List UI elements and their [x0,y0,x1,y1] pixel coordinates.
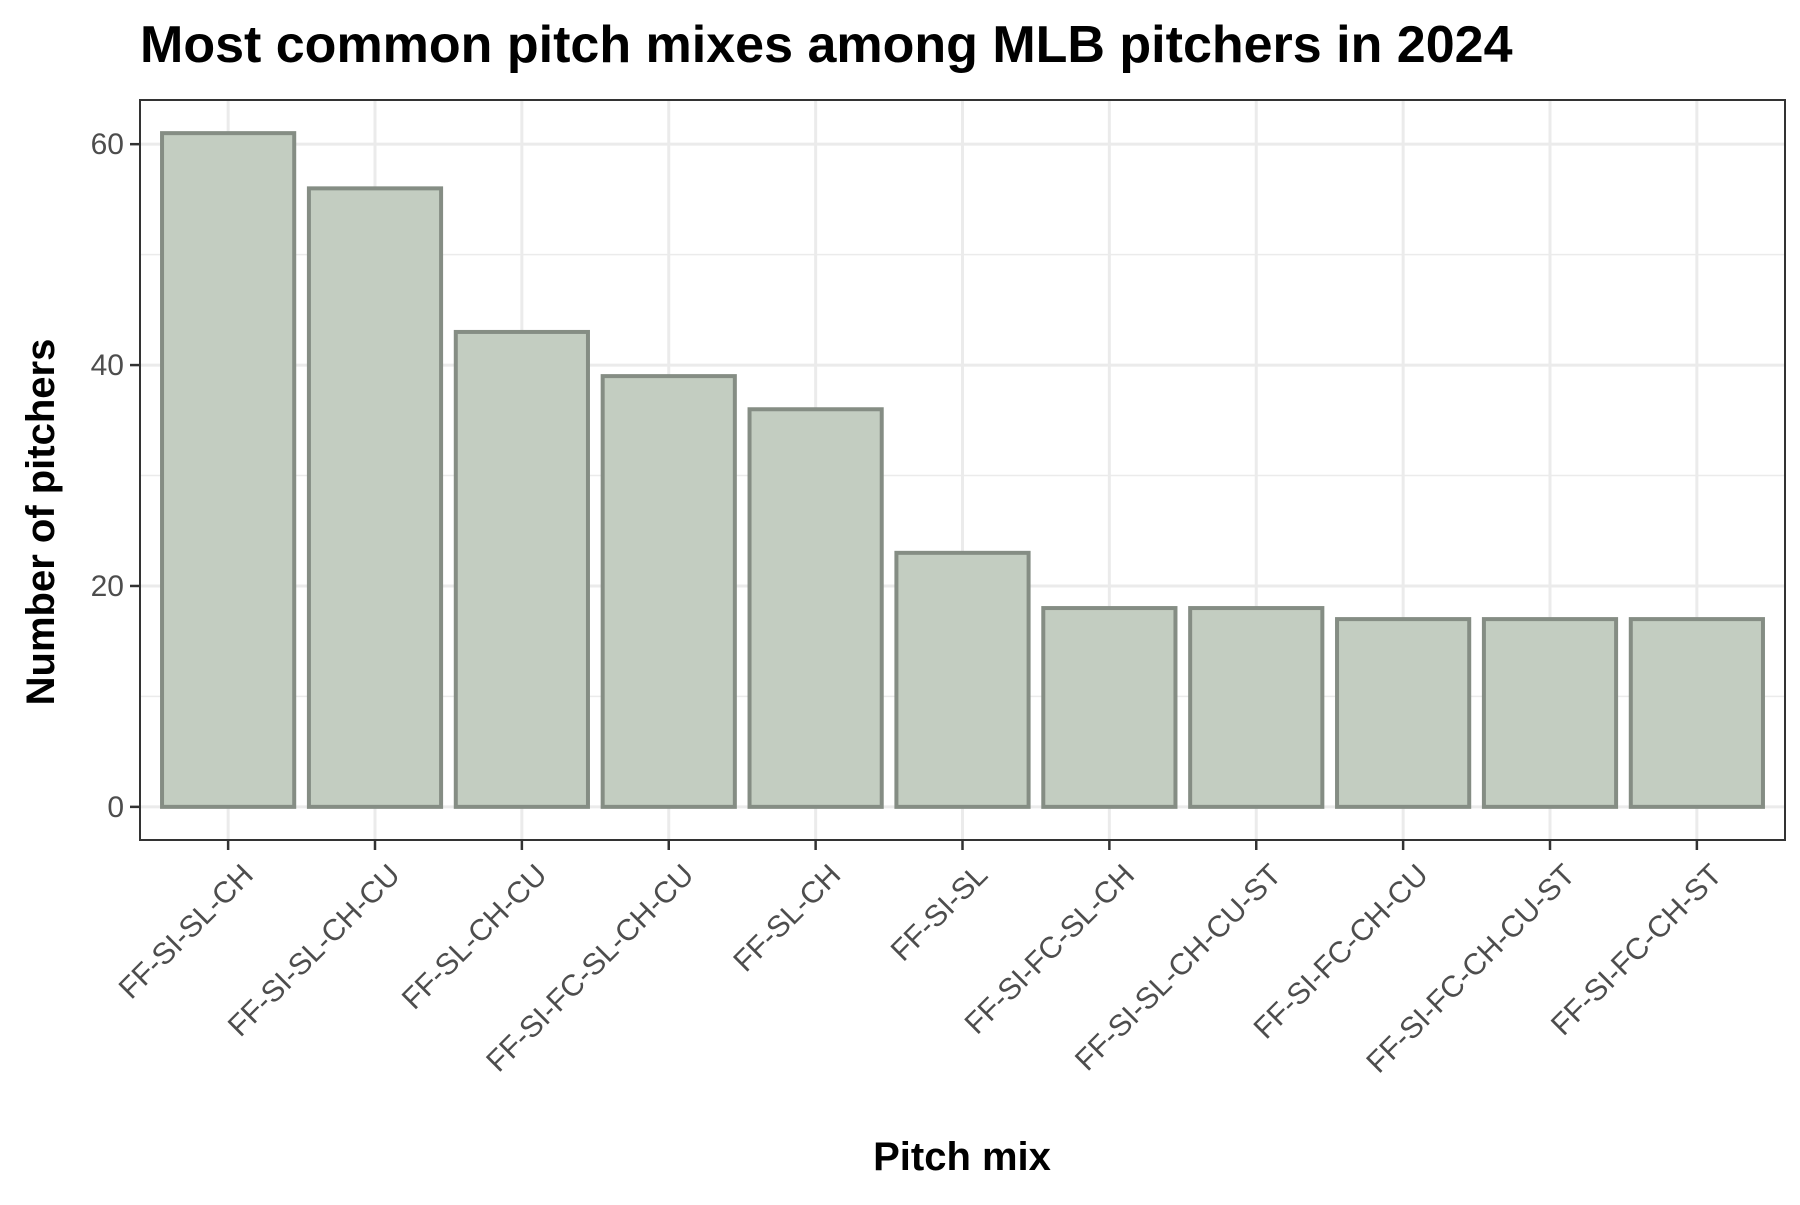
bar [894,550,1031,809]
y-tick-label: 0 [107,791,124,824]
bar [600,374,737,809]
bar [1041,606,1178,809]
bar [453,329,590,809]
bar [160,131,297,809]
chart-title: Most common pitch mixes among MLB pitche… [140,16,1513,74]
y-tick-label: 40 [91,349,124,382]
bar [306,186,444,809]
bars [160,131,1765,809]
bar [1188,606,1325,809]
y-axis-title: Number of pitchers [19,339,63,706]
bar [747,407,884,809]
bar [1335,617,1472,809]
bar [1628,617,1765,809]
y-tick-label: 20 [91,570,124,603]
bar [1481,617,1619,809]
x-axis-title: Pitch mix [873,1135,1051,1179]
y-axis-ticks: 0 20 40 60 [91,128,140,824]
y-tick-label: 60 [91,128,124,161]
